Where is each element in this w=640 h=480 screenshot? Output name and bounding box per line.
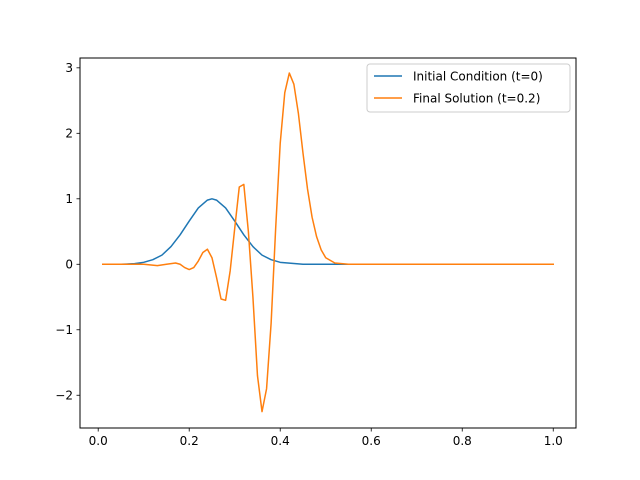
y-tick-label: 0 (65, 258, 73, 272)
y-tick-label: 3 (65, 61, 73, 75)
x-tick-label: 0.8 (453, 434, 472, 448)
x-tick-label: 0.6 (362, 434, 381, 448)
x-tick-label: 0.0 (89, 434, 108, 448)
legend: Initial Condition (t=0) Final Solution (t… (366, 63, 571, 113)
series-line-1 (102, 72, 554, 413)
x-tick-label: 0.4 (271, 434, 290, 448)
x-axis: 0.0 0.2 0.4 0.6 0.8 1.0 (89, 428, 563, 448)
y-axis: −2 −1 0 1 2 3 (55, 61, 80, 403)
y-tick-label: 2 (65, 127, 73, 141)
plot-frame (79, 57, 577, 429)
legend-box (366, 63, 571, 113)
y-tick-label: −2 (55, 389, 73, 403)
series-layer (102, 72, 554, 413)
y-tick-label: 1 (65, 192, 73, 206)
y-tick-label: −1 (55, 323, 73, 337)
x-tick-label: 1.0 (544, 434, 563, 448)
legend-label-1: Final Solution (t=0.2) (413, 91, 540, 105)
x-tick-label: 0.2 (180, 434, 199, 448)
legend-label-0: Initial Condition (t=0) (413, 69, 543, 83)
